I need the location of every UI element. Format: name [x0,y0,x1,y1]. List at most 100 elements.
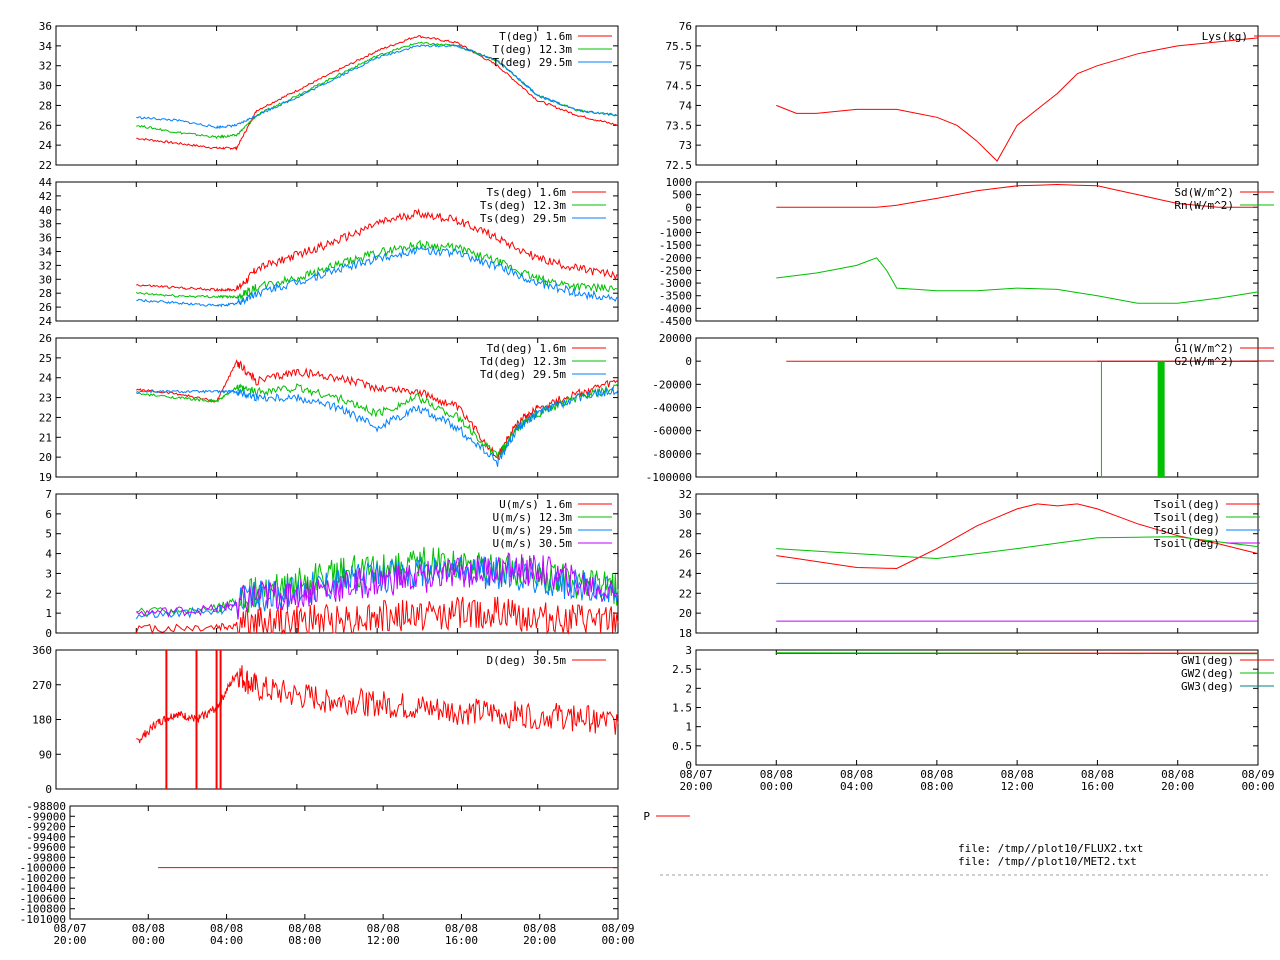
y-tick-label: 4 [45,548,52,561]
x-tick-label: 08/08 [1161,768,1194,781]
legend-label: U(m/s) 30.5m [493,537,573,550]
x-tick-label: 00:00 [1241,780,1274,793]
y-tick-label: 26 [39,301,52,314]
panel-gw: 00.511.522.5308/0720:0008/0800:0008/0804… [672,644,1274,793]
y-tick-label: 42 [39,190,52,203]
y-tick-label: -20000 [652,378,692,391]
y-tick-label: 2 [45,587,52,600]
y-tick-label: 0 [45,627,52,640]
y-tick-label: 72.5 [666,159,693,172]
legend-label: G1(W/m^2) [1174,342,1234,355]
y-tick-label: 0 [685,201,692,214]
y-tick-label: 5 [45,528,52,541]
y-tick-label: 2 [685,682,692,695]
y-tick-label: 74.5 [666,80,693,93]
series-line-u-3 [135,552,619,620]
legend-label: D(deg) 30.5m [487,654,567,667]
legend-label: GW1(deg) [1181,654,1234,667]
x-tick-label: 20:00 [523,934,556,947]
legend-label: G2(W/m^2) [1174,355,1234,368]
legend-label: Rn(W/m^2) [1174,199,1234,212]
y-tick-label: 90 [39,748,52,761]
series-line-ts-0 [136,208,619,292]
y-tick-label: 3 [45,567,52,580]
y-tick-label: 24 [39,139,53,152]
y-tick-label: 23 [39,392,52,405]
x-tick-label: 12:00 [367,934,400,947]
y-tick-label: 76 [679,20,692,33]
y-tick-label: 73 [679,139,692,152]
y-tick-label: -80000 [652,448,692,461]
y-tick-label: 24 [39,315,53,328]
series-line-ts-2 [136,245,619,308]
x-tick-label: 08/07 [53,922,86,935]
y-tick-label: -1000 [659,227,692,240]
y-tick-label: 74 [679,99,693,112]
y-tick-label: 28 [679,528,692,541]
y-tick-label: 20 [39,451,52,464]
x-tick-label: 04:00 [210,934,243,947]
y-tick-label: 0 [45,783,52,796]
series-line-sd-1 [776,257,1259,304]
legend-label: Ts(deg) 29.5m [480,212,566,225]
legend-label: Td(deg) 12.3m [480,355,566,368]
y-tick-label: 75 [679,60,692,73]
y-tick-label: -1500 [659,239,692,252]
plot-frame [695,649,1259,766]
y-tick-label: 2.5 [672,663,692,676]
y-tick-label: 26 [679,548,692,561]
x-tick-label: 08/08 [523,922,556,935]
y-tick-label: 32 [39,60,52,73]
legend-label: Tsoil(deg) [1154,524,1220,537]
series-line-lys-0 [776,37,1259,162]
y-tick-label: 30 [39,80,52,93]
y-tick-label: 3 [685,644,692,657]
y-tick-label: 500 [672,189,692,202]
y-tick-label: 25 [39,352,52,365]
y-tick-label: 75.5 [666,40,693,53]
y-tick-label: -100400 [20,882,66,895]
y-tick-label: 0 [685,759,692,772]
x-tick-label: 08/08 [1081,768,1114,781]
series-line-t-0 [136,35,619,151]
y-tick-label: -40000 [652,402,692,415]
legend-label: Td(deg) 1.6m [487,342,567,355]
y-tick-label: 44 [39,176,53,189]
y-tick-label: -99200 [26,821,66,834]
legend-label: GW2(deg) [1181,667,1234,680]
series-line-t-1 [136,41,619,140]
x-tick-label: 08/08 [760,768,793,781]
legend-label: Tsoil(deg) [1154,537,1220,550]
plot-frame [695,181,1259,322]
y-tick-label: 1 [45,607,52,620]
x-tick-label: 08/08 [288,922,321,935]
y-tick-label: 34 [39,40,53,53]
y-tick-label: 21 [39,431,52,444]
y-tick-label: -99000 [26,810,66,823]
plot-frame [695,493,1259,634]
panel-p: -101000-100800-100600-100400-100200-1000… [20,800,690,947]
y-tick-label: 28 [39,99,52,112]
y-tick-label: -99600 [26,841,66,854]
x-tick-label: 08/07 [679,768,712,781]
x-tick-label: 08/08 [1001,768,1034,781]
y-tick-label: 26 [39,332,52,345]
x-tick-label: 08/08 [367,922,400,935]
series-line-sd-0 [776,183,1258,208]
y-tick-label: 1000 [666,176,693,189]
g2-band [1157,361,1165,477]
y-tick-label: 0.5 [672,740,692,753]
panel-d: 0 90 180 270 360 D(deg) 30.5m [32,644,619,796]
series-line-td-1 [136,383,619,459]
x-tick-label: 08/08 [210,922,243,935]
x-tick-label: 00:00 [601,934,634,947]
x-tick-label: 20:00 [1161,780,1194,793]
y-tick-label: -100200 [20,872,66,885]
y-tick-label: -100000 [20,862,66,875]
y-tick-label: -3000 [659,277,692,290]
panel-g: -100000 -80000 -60000 -40000 -20000 0 20000 G1(… [646,332,1274,484]
y-tick-label: 30 [39,273,52,286]
y-tick-label: -4500 [659,315,692,328]
series-line-td-2 [136,387,619,467]
